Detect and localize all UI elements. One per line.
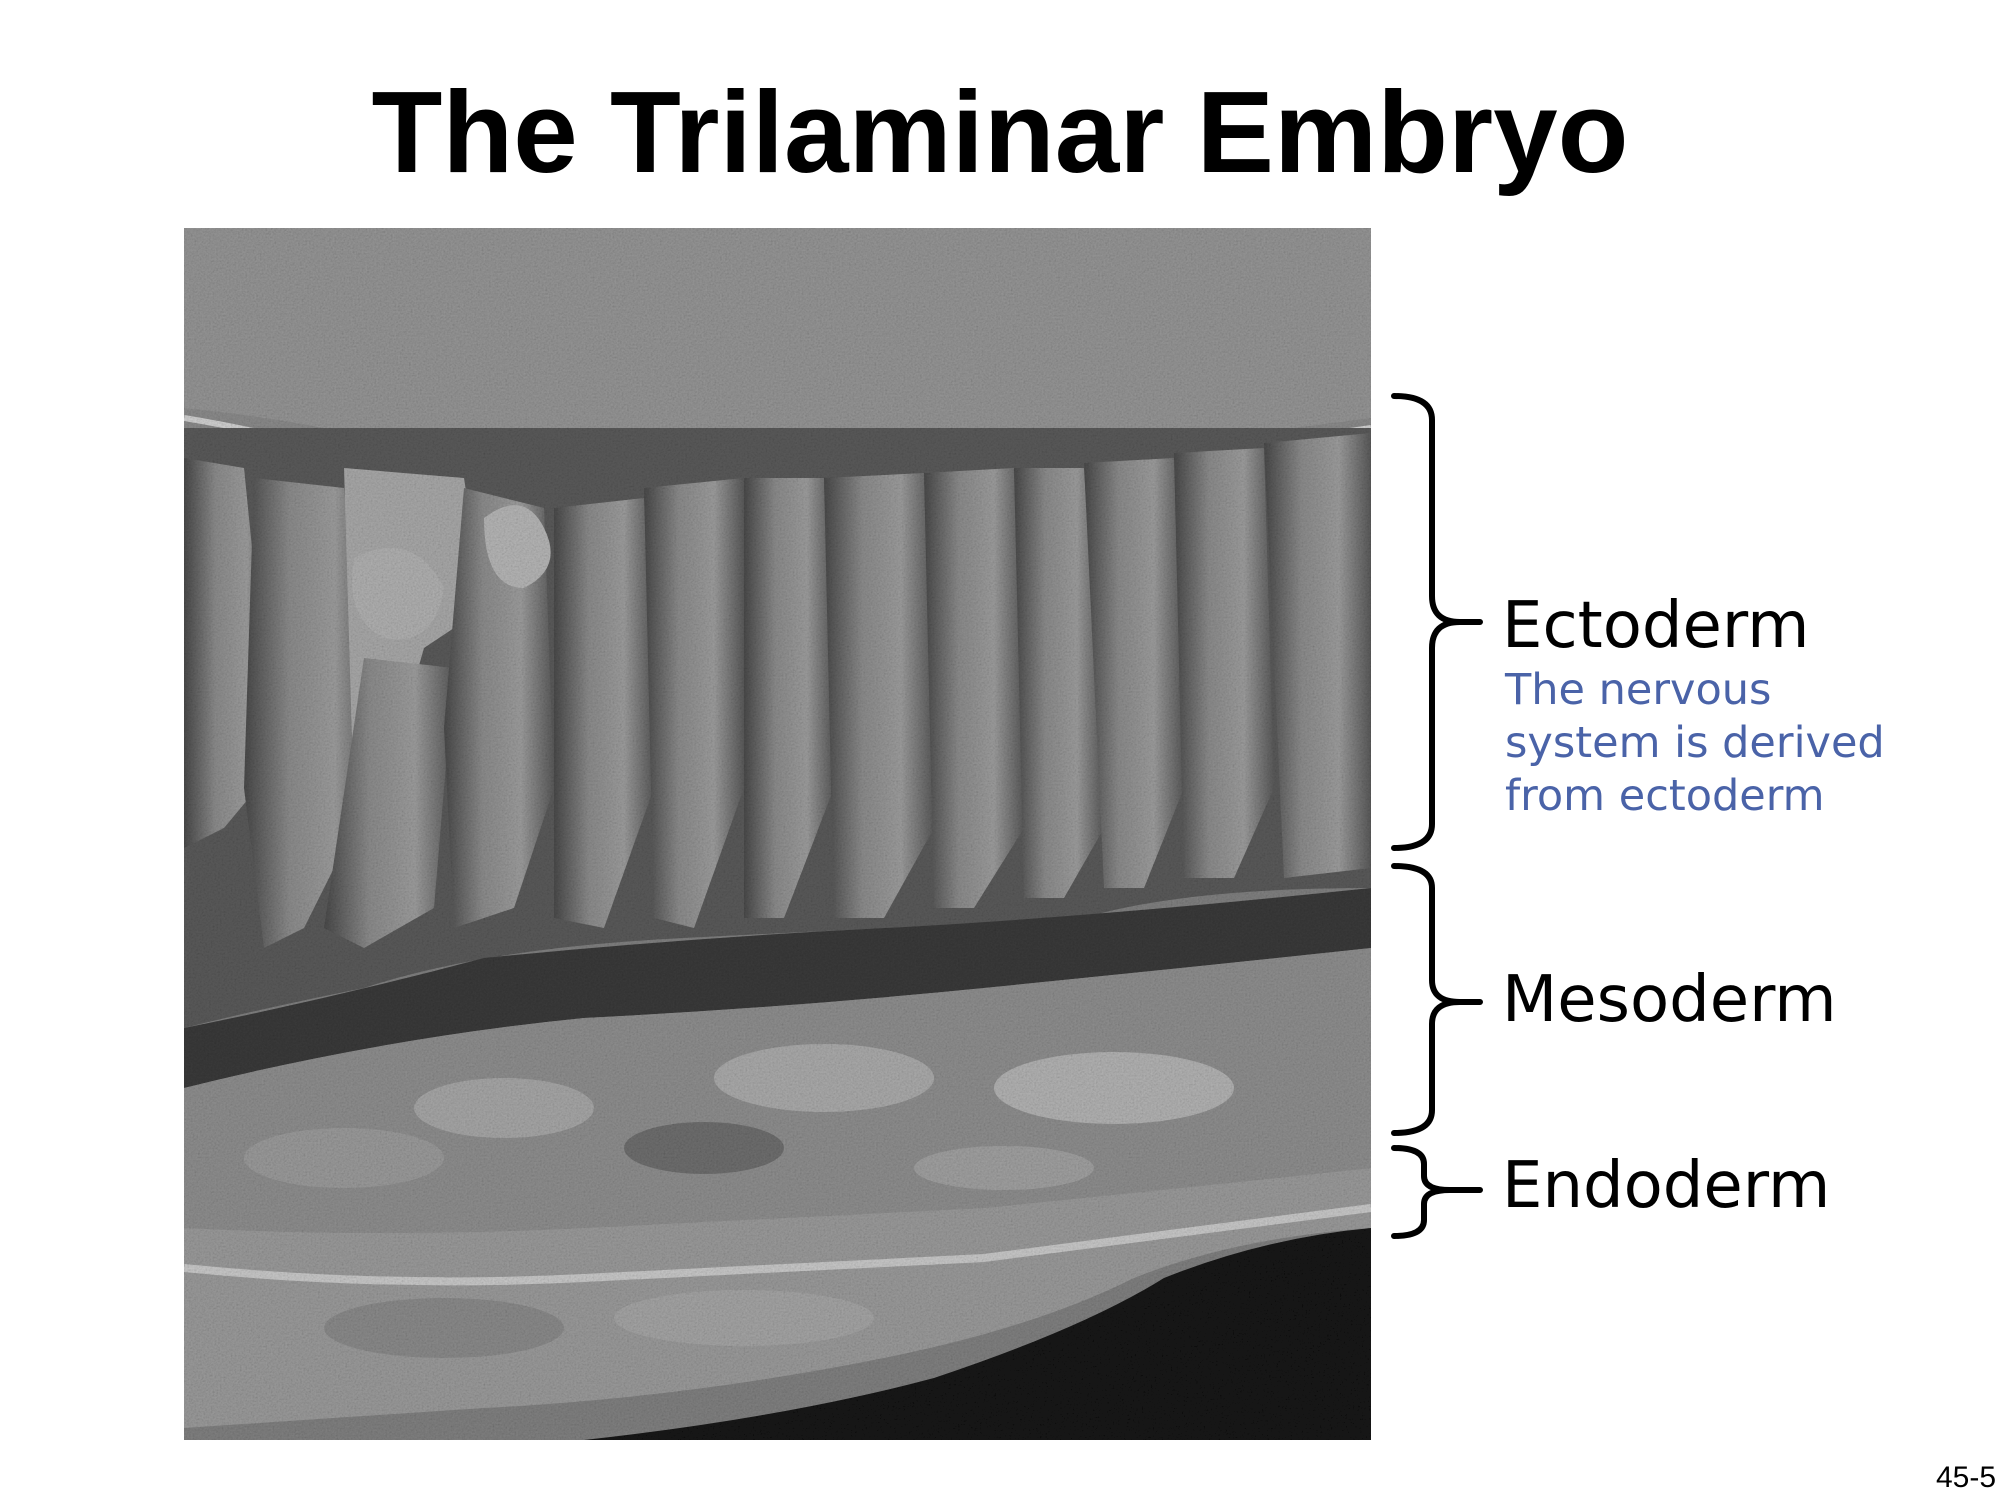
embryo-micrograph-image: [184, 228, 1371, 1440]
ectoderm-note: The nervous system is derived from ectod…: [1505, 664, 1885, 823]
note-line-3: from ectoderm: [1505, 771, 1825, 821]
note-line-1: The nervous: [1505, 665, 1772, 715]
endoderm-label: Endoderm: [1502, 1149, 1831, 1223]
ectoderm-bracket: [1391, 393, 1483, 851]
slide-title: The Trilaminar Embryo: [371, 67, 1629, 197]
note-line-2: system is derived: [1505, 718, 1885, 768]
mesoderm-label: Mesoderm: [1502, 963, 1837, 1037]
mesoderm-bracket: [1391, 863, 1483, 1136]
page-number: 45-5: [1935, 1461, 1996, 1494]
endoderm-bracket: [1391, 1145, 1483, 1239]
layer-brackets: [1391, 393, 1483, 1239]
ectoderm-label: Ectoderm: [1502, 589, 1810, 663]
